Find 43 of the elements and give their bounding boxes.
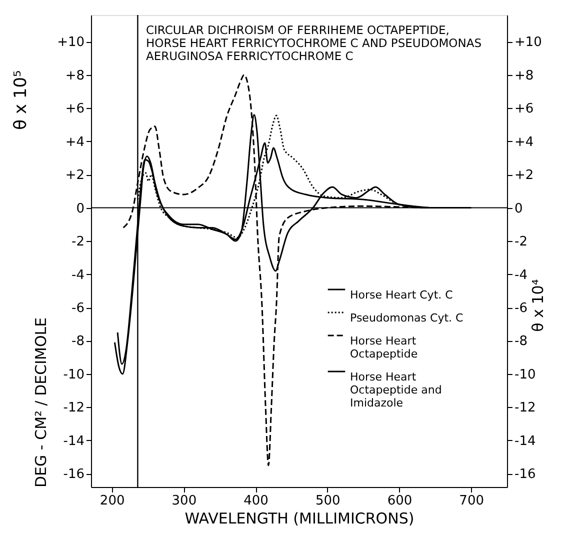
y-tick-label: -4 bbox=[72, 268, 84, 283]
y2-tick-label: -6 bbox=[514, 301, 528, 316]
x-tick-label: 500 bbox=[315, 494, 340, 508]
y-tick-label: 0 bbox=[76, 201, 84, 216]
x-tick-label: 700 bbox=[459, 494, 484, 508]
y-tick-label: +6 bbox=[65, 102, 84, 117]
y-tick-label: -16 bbox=[63, 467, 84, 482]
y-tick-label: -2 bbox=[72, 234, 84, 250]
y2-tick-label: -16 bbox=[514, 467, 536, 482]
text: θ x 10⁵ bbox=[11, 70, 31, 130]
y-tick-label: -14 bbox=[63, 434, 84, 449]
y2-tick-label: +2 bbox=[514, 168, 534, 184]
y-tick-label: -6 bbox=[72, 301, 84, 316]
x-tick-label: 200 bbox=[100, 494, 125, 508]
y-tick-label: +2 bbox=[65, 168, 84, 184]
y2-tick-label: +8 bbox=[514, 68, 534, 84]
y-tick-label: +8 bbox=[65, 68, 84, 84]
legend-label: Horse Heart Octapeptide bbox=[350, 334, 418, 360]
y2-tick-label: -8 bbox=[514, 334, 528, 350]
y2-tick-label: +6 bbox=[514, 102, 534, 117]
y-axis-title: DEG - CM² / DECIMOLE bbox=[32, 317, 50, 488]
y-tick-label: +10 bbox=[57, 35, 84, 50]
y2-tick-label: +10 bbox=[514, 35, 542, 50]
y2-tick-label: +4 bbox=[514, 134, 534, 150]
y2-tick-label: 0 bbox=[514, 201, 523, 216]
y2-tick-label: -4 bbox=[514, 268, 528, 283]
y2-tick-label: -2 bbox=[514, 234, 528, 250]
y-tick-label: -8 bbox=[72, 334, 84, 350]
y2-tick-label: -12 bbox=[514, 400, 536, 416]
y2-tick-label: -14 bbox=[514, 434, 536, 449]
y-tick-label: -12 bbox=[63, 400, 84, 416]
y2-axis-title: θ x 10⁴ bbox=[528, 279, 547, 332]
x-tick-label: 400 bbox=[244, 494, 268, 508]
legend-label: Horse Heart Octapeptide and Imidazole bbox=[350, 370, 442, 410]
y-tick-label: -10 bbox=[63, 367, 84, 382]
legend-label: Horse Heart Cyt. C bbox=[350, 288, 454, 302]
y2-tick-label: -10 bbox=[514, 367, 536, 382]
y-tick-label: +4 bbox=[65, 134, 84, 150]
text: CIRCULAR DICHROISM OF FERRIHEME OCTAPEPTIDE, HORSE HEART FERRICYTOCHROME C AND PSEUDOMONAS AERUGINOSA FERRICYTOCHROME C bbox=[146, 23, 482, 63]
x-tick-label: 600 bbox=[387, 494, 412, 508]
x-axis-title: WAVELENGTH (MILLIMICRONS) bbox=[184, 510, 414, 528]
x-tick-label: 300 bbox=[172, 494, 197, 508]
legend-label: Pseudomonas Cyt. C bbox=[350, 312, 464, 324]
